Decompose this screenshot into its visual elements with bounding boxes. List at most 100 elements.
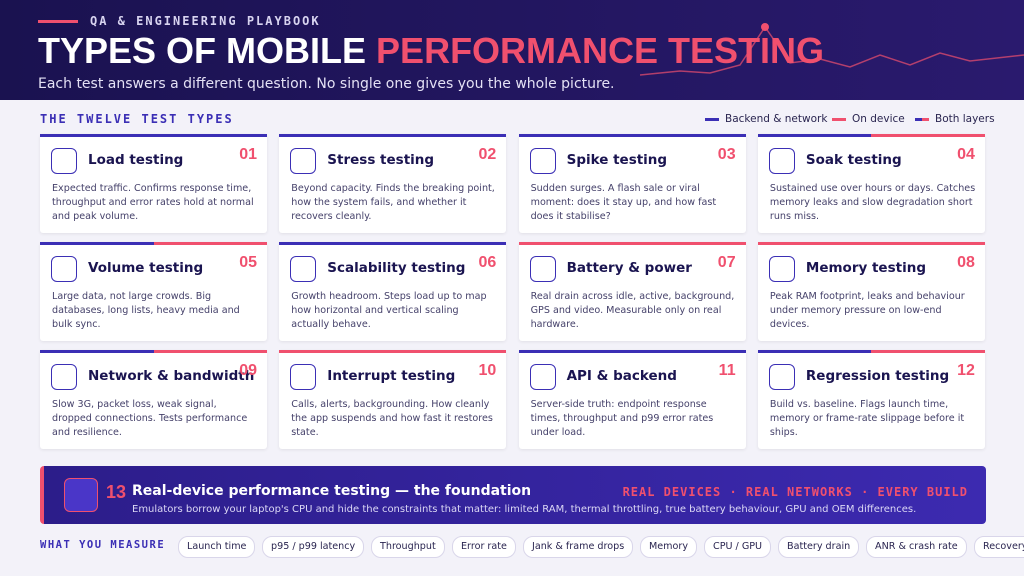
card-title: Spike testing	[566, 152, 668, 168]
card-description: Server-side truth: endpoint response tim…	[530, 399, 714, 438]
card-title: Regression testing	[805, 368, 950, 384]
layer-bar	[518, 134, 746, 137]
measure-chip: Recovery time	[974, 536, 1024, 558]
legend-item: Backend & network	[705, 113, 827, 125]
layer-bar-segment	[153, 350, 267, 353]
card-description: Growth headroom. Steps load up to map ho…	[291, 291, 487, 330]
legend-label: Backend & network	[725, 113, 828, 125]
legend-swatch	[832, 117, 846, 121]
card-title: Memory testing	[805, 260, 926, 276]
card-number: 04	[957, 146, 975, 163]
layer-bar-segment	[279, 134, 507, 137]
test-card: Spike testing 03 Sudden surges. A flash sa…	[518, 134, 746, 233]
layer-bar-segment	[40, 350, 154, 353]
layer-bar-segment	[279, 242, 507, 245]
layer-bar-segment	[871, 350, 985, 353]
card-icon	[51, 256, 77, 282]
foundation-number: 13	[106, 482, 127, 502]
layer-bar-segment	[518, 134, 746, 137]
eyebrow: QA & ENGINEERING PLAYBOOK	[90, 14, 321, 28]
layer-bar	[40, 350, 267, 353]
layer-bar-segment	[757, 242, 985, 245]
card-description: Slow 3G, packet loss, weak signal, dropp…	[52, 399, 248, 438]
card-number: 09	[239, 362, 257, 379]
card-icon	[290, 148, 317, 174]
card-description: Sudden surges. A flash sale or viral mom…	[530, 183, 717, 222]
card-number: 06	[478, 254, 497, 271]
legend-item: Both layers	[915, 113, 995, 125]
card-description: Real drain across idle, active, backgrou…	[530, 291, 735, 330]
card-icon	[51, 148, 77, 174]
legend-label: Both layers	[935, 113, 995, 125]
foundation-tagline: REAL DEVICES · REAL NETWORKS · EVERY BUI…	[622, 485, 968, 499]
foundation-description: Emulators borrow your laptop's CPU and h…	[132, 504, 917, 515]
measure-chip: CPU / GPU	[704, 536, 772, 558]
card-title: Stress testing	[327, 152, 435, 168]
card-icon	[290, 364, 317, 390]
layer-bar-segment	[153, 242, 267, 245]
card-number: 08	[957, 254, 975, 271]
card-description: Build vs. baseline. Flags launch time, m…	[769, 399, 965, 438]
card-description: Calls, alerts, backgrounding. How cleanl…	[291, 399, 493, 438]
card-number: 11	[718, 362, 736, 379]
card-title: Volume testing	[88, 260, 204, 276]
test-card: Regression testing 12 Build vs. baseline. …	[757, 350, 985, 449]
card-icon	[529, 148, 556, 174]
measure-chip: p95 / p99 latency	[262, 536, 365, 558]
measure-chip: Battery drain	[778, 536, 860, 558]
layer-bar-segment	[518, 242, 746, 245]
foundation-banner: 13 Real-device performance testing — the…	[40, 466, 986, 524]
test-card: Soak testing 04 Sustained use over hours o…	[757, 134, 985, 233]
legend-swatch	[915, 117, 929, 121]
card-icon	[768, 148, 795, 174]
card-title: Scalability testing	[327, 260, 466, 276]
card-icon	[768, 256, 795, 282]
layer-bar-segment	[279, 350, 507, 353]
layer-bar	[757, 350, 985, 353]
layer-bar	[757, 134, 985, 137]
header: QA & ENGINEERING PLAYBOOK TYPES OF MOBIL…	[0, 0, 1024, 100]
card-icon	[529, 256, 556, 282]
test-card: Network & bandwidth 09 Slow 3G, packet los…	[40, 350, 267, 449]
measure-chip: ANR & crash rate	[866, 536, 967, 558]
layer-bar	[279, 350, 507, 353]
accent-line	[38, 20, 78, 23]
test-card: Scalability testing 06 Growth headroom. St…	[279, 242, 507, 341]
test-card: API & backend 11 Server-side truth: endpoi…	[518, 350, 746, 449]
card-description: Expected traffic. Confirms response time…	[52, 183, 254, 222]
layer-bar	[757, 242, 985, 245]
card-description: Peak RAM footprint, leaks and behaviour …	[769, 291, 965, 330]
card-description: Large data, not large crowds. Big databa…	[52, 291, 240, 330]
layer-bar	[518, 242, 746, 245]
card-number: 02	[478, 146, 497, 163]
legend-swatch	[705, 117, 719, 121]
card-title: Battery & power	[566, 260, 692, 276]
layer-bar	[40, 242, 267, 245]
measures-label: WHAT YOU MEASURE	[40, 539, 166, 551]
layer-bar	[279, 242, 507, 245]
test-card: Battery & power 07 Real drain across idle,…	[518, 242, 746, 341]
layer-bar-segment	[40, 242, 154, 245]
card-title: Load testing	[88, 152, 184, 168]
measure-chip: Error rate	[452, 536, 516, 558]
layer-bar	[40, 134, 267, 137]
layer-bar-segment	[757, 134, 872, 137]
legend-label: On device	[852, 113, 905, 125]
test-card: Interrupt testing 10 Calls, alerts, backgr…	[279, 350, 507, 449]
card-number: 10	[478, 362, 497, 379]
card-title: Soak testing	[805, 152, 902, 168]
title-accent: PERFORMANCE TESTING	[376, 30, 825, 71]
card-icon	[51, 364, 77, 390]
layer-bar-segment	[871, 134, 985, 137]
header-sparkline	[640, 23, 1024, 76]
measure-chip: Memory	[640, 536, 698, 558]
test-card: Load testing 01 Expected traffic. Confirms…	[40, 134, 267, 233]
layer-bar-segment	[40, 134, 267, 137]
card-icon	[768, 364, 795, 390]
card-title: Interrupt testing	[327, 368, 456, 384]
legend-item: On device	[832, 113, 905, 125]
card-title: Network & bandwidth	[88, 368, 255, 384]
card-description: Beyond capacity. Finds the breaking poin…	[291, 183, 495, 222]
layer-bar	[279, 134, 507, 137]
layer-bar	[518, 350, 746, 353]
